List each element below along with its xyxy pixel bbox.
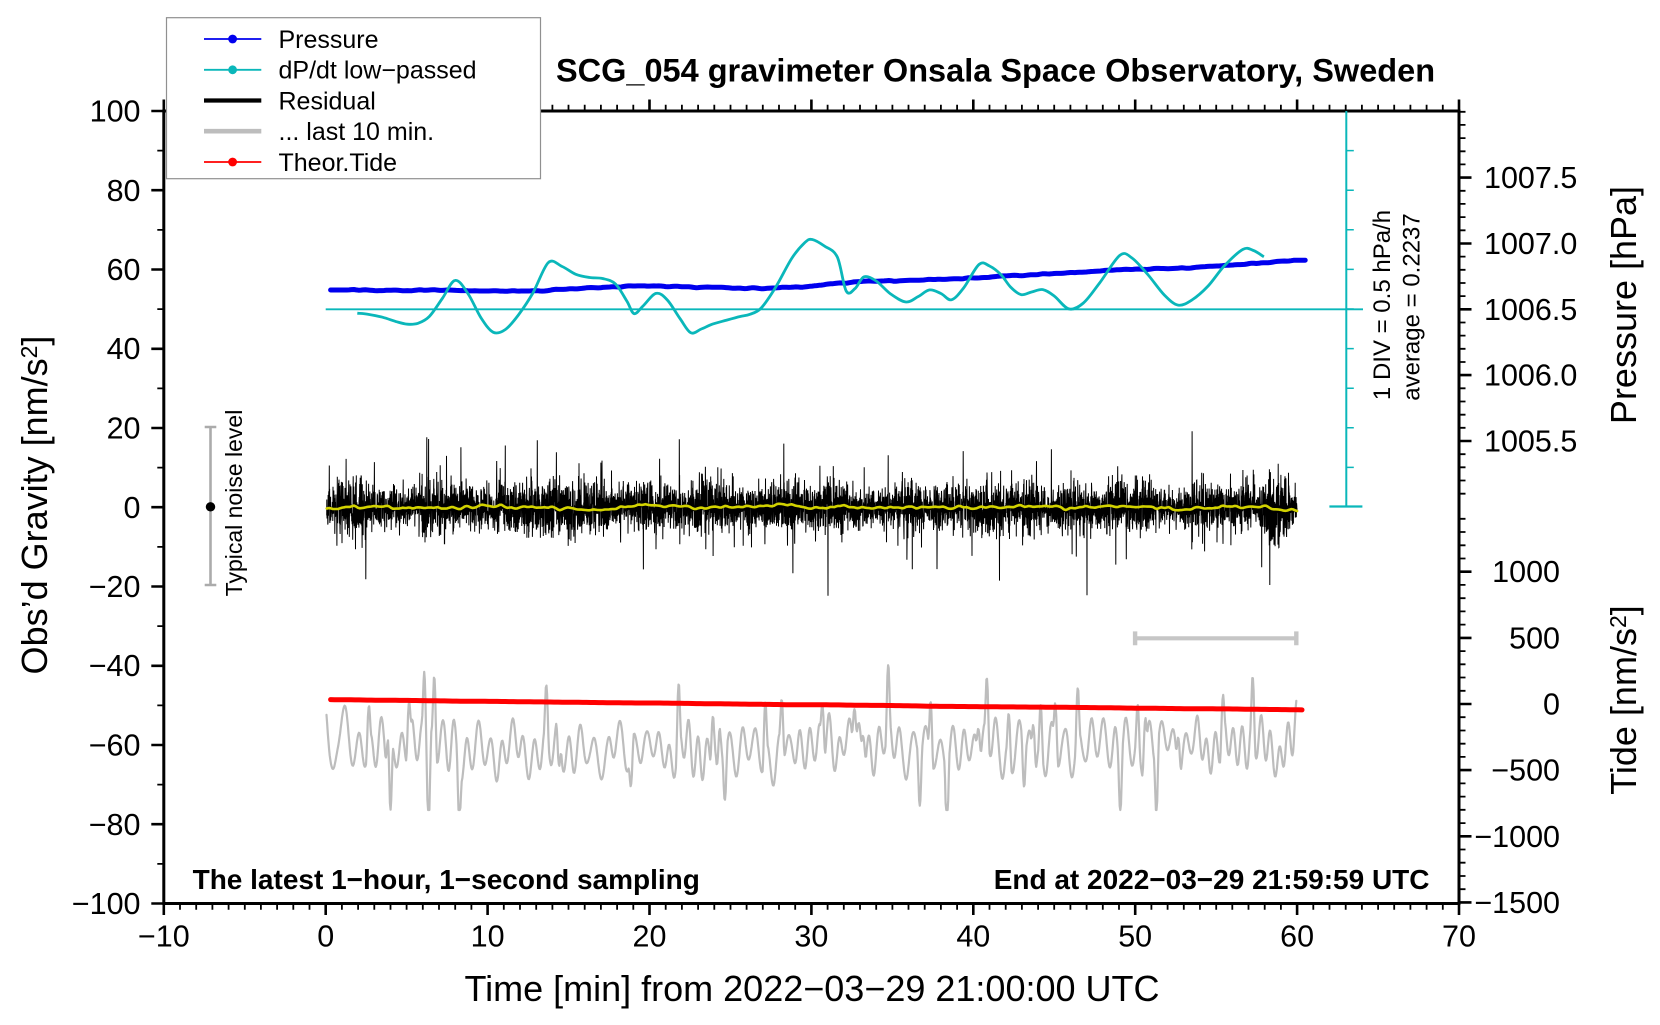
svg-text:−60: −60 [89,729,141,763]
svg-text:0: 0 [1543,688,1560,722]
svg-text:Pressure [hPa]: Pressure [hPa] [1603,186,1644,424]
svg-text:80: 80 [107,174,141,208]
svg-text:20: 20 [107,412,141,446]
svg-text:−1500: −1500 [1474,886,1560,920]
svg-text:1006.5: 1006.5 [1484,293,1577,327]
svg-text:50: 50 [1118,920,1152,954]
svg-text:0: 0 [317,920,334,954]
svg-text:500: 500 [1509,621,1560,655]
svg-text:1007.0: 1007.0 [1484,227,1577,261]
svg-text:40: 40 [107,332,141,366]
svg-text:Theor.Tide: Theor.Tide [279,149,398,177]
svg-text:100: 100 [90,95,141,129]
svg-text:−10: −10 [138,920,190,954]
svg-text:1007.5: 1007.5 [1484,161,1577,195]
svg-text:Typical noise level: Typical noise level [221,410,247,597]
svg-text:30: 30 [794,920,828,954]
svg-text:End at 2022−03−29 21:59:59 UTC: End at 2022−03−29 21:59:59 UTC [994,864,1430,895]
svg-text:−500: −500 [1491,754,1560,788]
svg-text:Pressure: Pressure [279,26,379,54]
svg-text:0: 0 [124,491,141,525]
svg-text:... last 10 min.: ... last 10 min. [279,118,435,146]
svg-text:1000: 1000 [1492,555,1560,589]
svg-text:−40: −40 [89,649,141,683]
svg-text:The latest 1−hour, 1−second sa: The latest 1−hour, 1−second sampling [193,864,700,895]
svg-text:10: 10 [471,920,505,954]
svg-text:dP/dt low−passed: dP/dt low−passed [279,57,477,85]
svg-text:Time [min] from 2022−03−29 21:: Time [min] from 2022−03−29 21:00:00 UTC [464,968,1159,1009]
svg-text:60: 60 [107,253,141,287]
svg-text:−100: −100 [72,887,141,921]
svg-text:20: 20 [633,920,667,954]
svg-text:1005.5: 1005.5 [1484,425,1577,459]
svg-text:70: 70 [1442,920,1476,954]
svg-text:1 DIV = 0.5 hPa/h: 1 DIV = 0.5 hPa/h [1369,210,1396,400]
svg-text:−80: −80 [89,808,141,842]
svg-text:average = 0.2237: average = 0.2237 [1399,213,1426,401]
svg-text:40: 40 [956,920,990,954]
svg-text:Obs’d Gravity [nm/s2]: Obs’d Gravity [nm/s2] [14,336,55,675]
svg-text:60: 60 [1280,920,1314,954]
svg-text:Tide [nm/s2]: Tide [nm/s2] [1603,605,1644,795]
svg-text:1006.0: 1006.0 [1484,359,1577,393]
svg-text:Residual: Residual [279,87,376,115]
svg-text:−20: −20 [89,570,141,604]
svg-text:−1000: −1000 [1474,820,1560,854]
svg-text:SCG_054 gravimeter Onsala Spac: SCG_054 gravimeter Onsala Space Observat… [556,53,1435,89]
